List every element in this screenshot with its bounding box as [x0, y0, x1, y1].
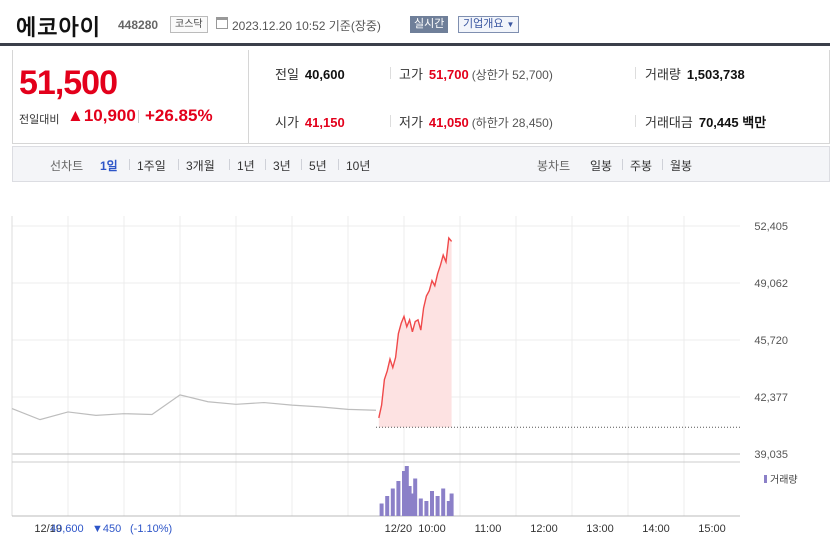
low-value: 41,050 [428, 115, 469, 130]
y-tick-label: 45,720 [754, 335, 788, 347]
stock-header: 에코아이 448280 코스닥 2023.12.20 10:52 기준(장중) … [0, 0, 830, 46]
lower-limit: (하한가 28,450) [471, 116, 553, 130]
price-chart: 52,405 49,062 45,720 42,377 39,035 거래량 12/19 12… [0, 186, 830, 555]
divider [635, 115, 636, 127]
amount-cell: 거래대금 70,445 백만 [645, 115, 767, 130]
price-change-percent: +26.85% [145, 106, 213, 125]
volume-bar [435, 496, 440, 516]
price-chart-svg: 52,405 49,062 45,720 42,377 39,035 거래량 12/19 12… [11, 216, 798, 535]
stock-name: 에코아이 [16, 15, 101, 40]
prev-day-close: 40,600 [50, 523, 84, 535]
x-tick-label: 12/20 [385, 523, 413, 535]
y-tick-label: 39,035 [754, 449, 788, 461]
series-today-area [378, 238, 452, 428]
x-tick-label: 12/19 [34, 523, 62, 535]
amount-unit: 백만 [742, 115, 767, 130]
x-tick-label: 15:00 [698, 523, 726, 535]
open-cell: 시가 41,150 [275, 115, 345, 130]
market-badge: 코스닥 [170, 16, 208, 33]
price-change: ▲10,900 [67, 106, 136, 125]
high-value: 51,700 [428, 67, 469, 82]
volume-value: 1,503,738 [686, 67, 745, 82]
volume-bar [418, 498, 423, 516]
divider [635, 67, 636, 79]
prev-close-value: 40,600 [304, 67, 345, 82]
open-value: 41,150 [304, 115, 345, 130]
x-tick-label: 10:00 [418, 523, 446, 535]
tab-1y[interactable]: 1년 [237, 159, 255, 173]
x-tick-label: 14:00 [642, 523, 670, 535]
prev-close-cell: 전일 40,600 [275, 67, 345, 82]
line-chart-label: 선차트 [50, 159, 84, 173]
y-tick-label: 52,405 [754, 221, 788, 233]
current-price-panel: 51,500 전일대비 ▲10,900 +26.85% [13, 50, 249, 144]
tab-daily-candle[interactable]: 일봉 [590, 159, 613, 173]
x-tick-label: 11:00 [475, 523, 502, 535]
price-summary: 51,500 전일대비 ▲10,900 +26.85% 전일 40,600 고가 5… [12, 50, 830, 144]
series-prev-day-line [11, 394, 377, 421]
y-tick-label: 49,062 [754, 278, 788, 290]
candle-chart-label: 봉차트 [537, 159, 571, 173]
volume-bar [407, 486, 412, 516]
stock-code: 448280 [118, 18, 159, 32]
volume-bar [446, 501, 451, 516]
volume-bar [441, 488, 446, 516]
up-triangle-icon: ▲ [67, 106, 84, 125]
volume-bar [410, 493, 415, 516]
volume-bar [390, 488, 395, 516]
tab-10y[interactable]: 10년 [346, 159, 371, 173]
volume-bar [396, 481, 401, 516]
chevron-down-icon: ▼ [506, 20, 515, 29]
volume-bar [385, 496, 390, 516]
volume-bar [402, 471, 406, 516]
divider [138, 110, 139, 123]
tab-1w[interactable]: 1주일 [137, 159, 166, 173]
divider [390, 115, 391, 127]
prev-day-change: ▼450 [92, 523, 121, 535]
volume-cell: 거래량 1,503,738 [645, 67, 745, 82]
calendar-icon [216, 17, 228, 29]
divider [390, 67, 391, 79]
timestamp: 2023.12.20 10:52 기준(장중) [232, 19, 381, 33]
upper-limit: (상한가 52,700) [471, 68, 553, 82]
tab-monthly-candle[interactable]: 월봉 [670, 159, 693, 173]
realtime-button[interactable]: 실시간 [410, 16, 449, 33]
tab-3y[interactable]: 3년 [273, 159, 291, 173]
low-cell: 저가 41,050 (하한가 28,450) [399, 115, 553, 130]
volume-bar [449, 493, 454, 516]
tab-1d[interactable]: 1일 [100, 159, 118, 173]
volume-bar [413, 478, 418, 516]
amount-value: 70,445 [698, 115, 739, 130]
tab-5y[interactable]: 5년 [309, 159, 327, 173]
prev-day-change-pct: (-1.10%) [130, 523, 172, 535]
current-price: 51,500 [19, 64, 118, 102]
volume-legend-swatch [764, 475, 767, 483]
volume-bar [379, 503, 384, 516]
tab-weekly-candle[interactable]: 주봉 [630, 159, 653, 173]
compare-label: 전일대비 [19, 114, 60, 126]
volume-legend: 거래량 [770, 474, 798, 486]
tab-3m[interactable]: 3개월 [186, 159, 215, 173]
volume-bar [430, 491, 434, 516]
volume-bar [404, 466, 409, 516]
high-cell: 고가 51,700 (상한가 52,700) [399, 67, 553, 82]
volume-bar [424, 501, 429, 516]
y-tick-label: 42,377 [754, 392, 788, 404]
x-tick-label: 13:00 [586, 523, 614, 535]
x-tick-label: 12:00 [530, 523, 558, 535]
company-overview-button[interactable]: 기업개요 ▼ [458, 16, 520, 33]
chart-period-tabs: 선차트 1일 1주일 3개월 1년 3년 5년 10년 봉차트 일봉 주봉 월봉 [12, 146, 830, 182]
series-today-line [378, 236, 453, 419]
